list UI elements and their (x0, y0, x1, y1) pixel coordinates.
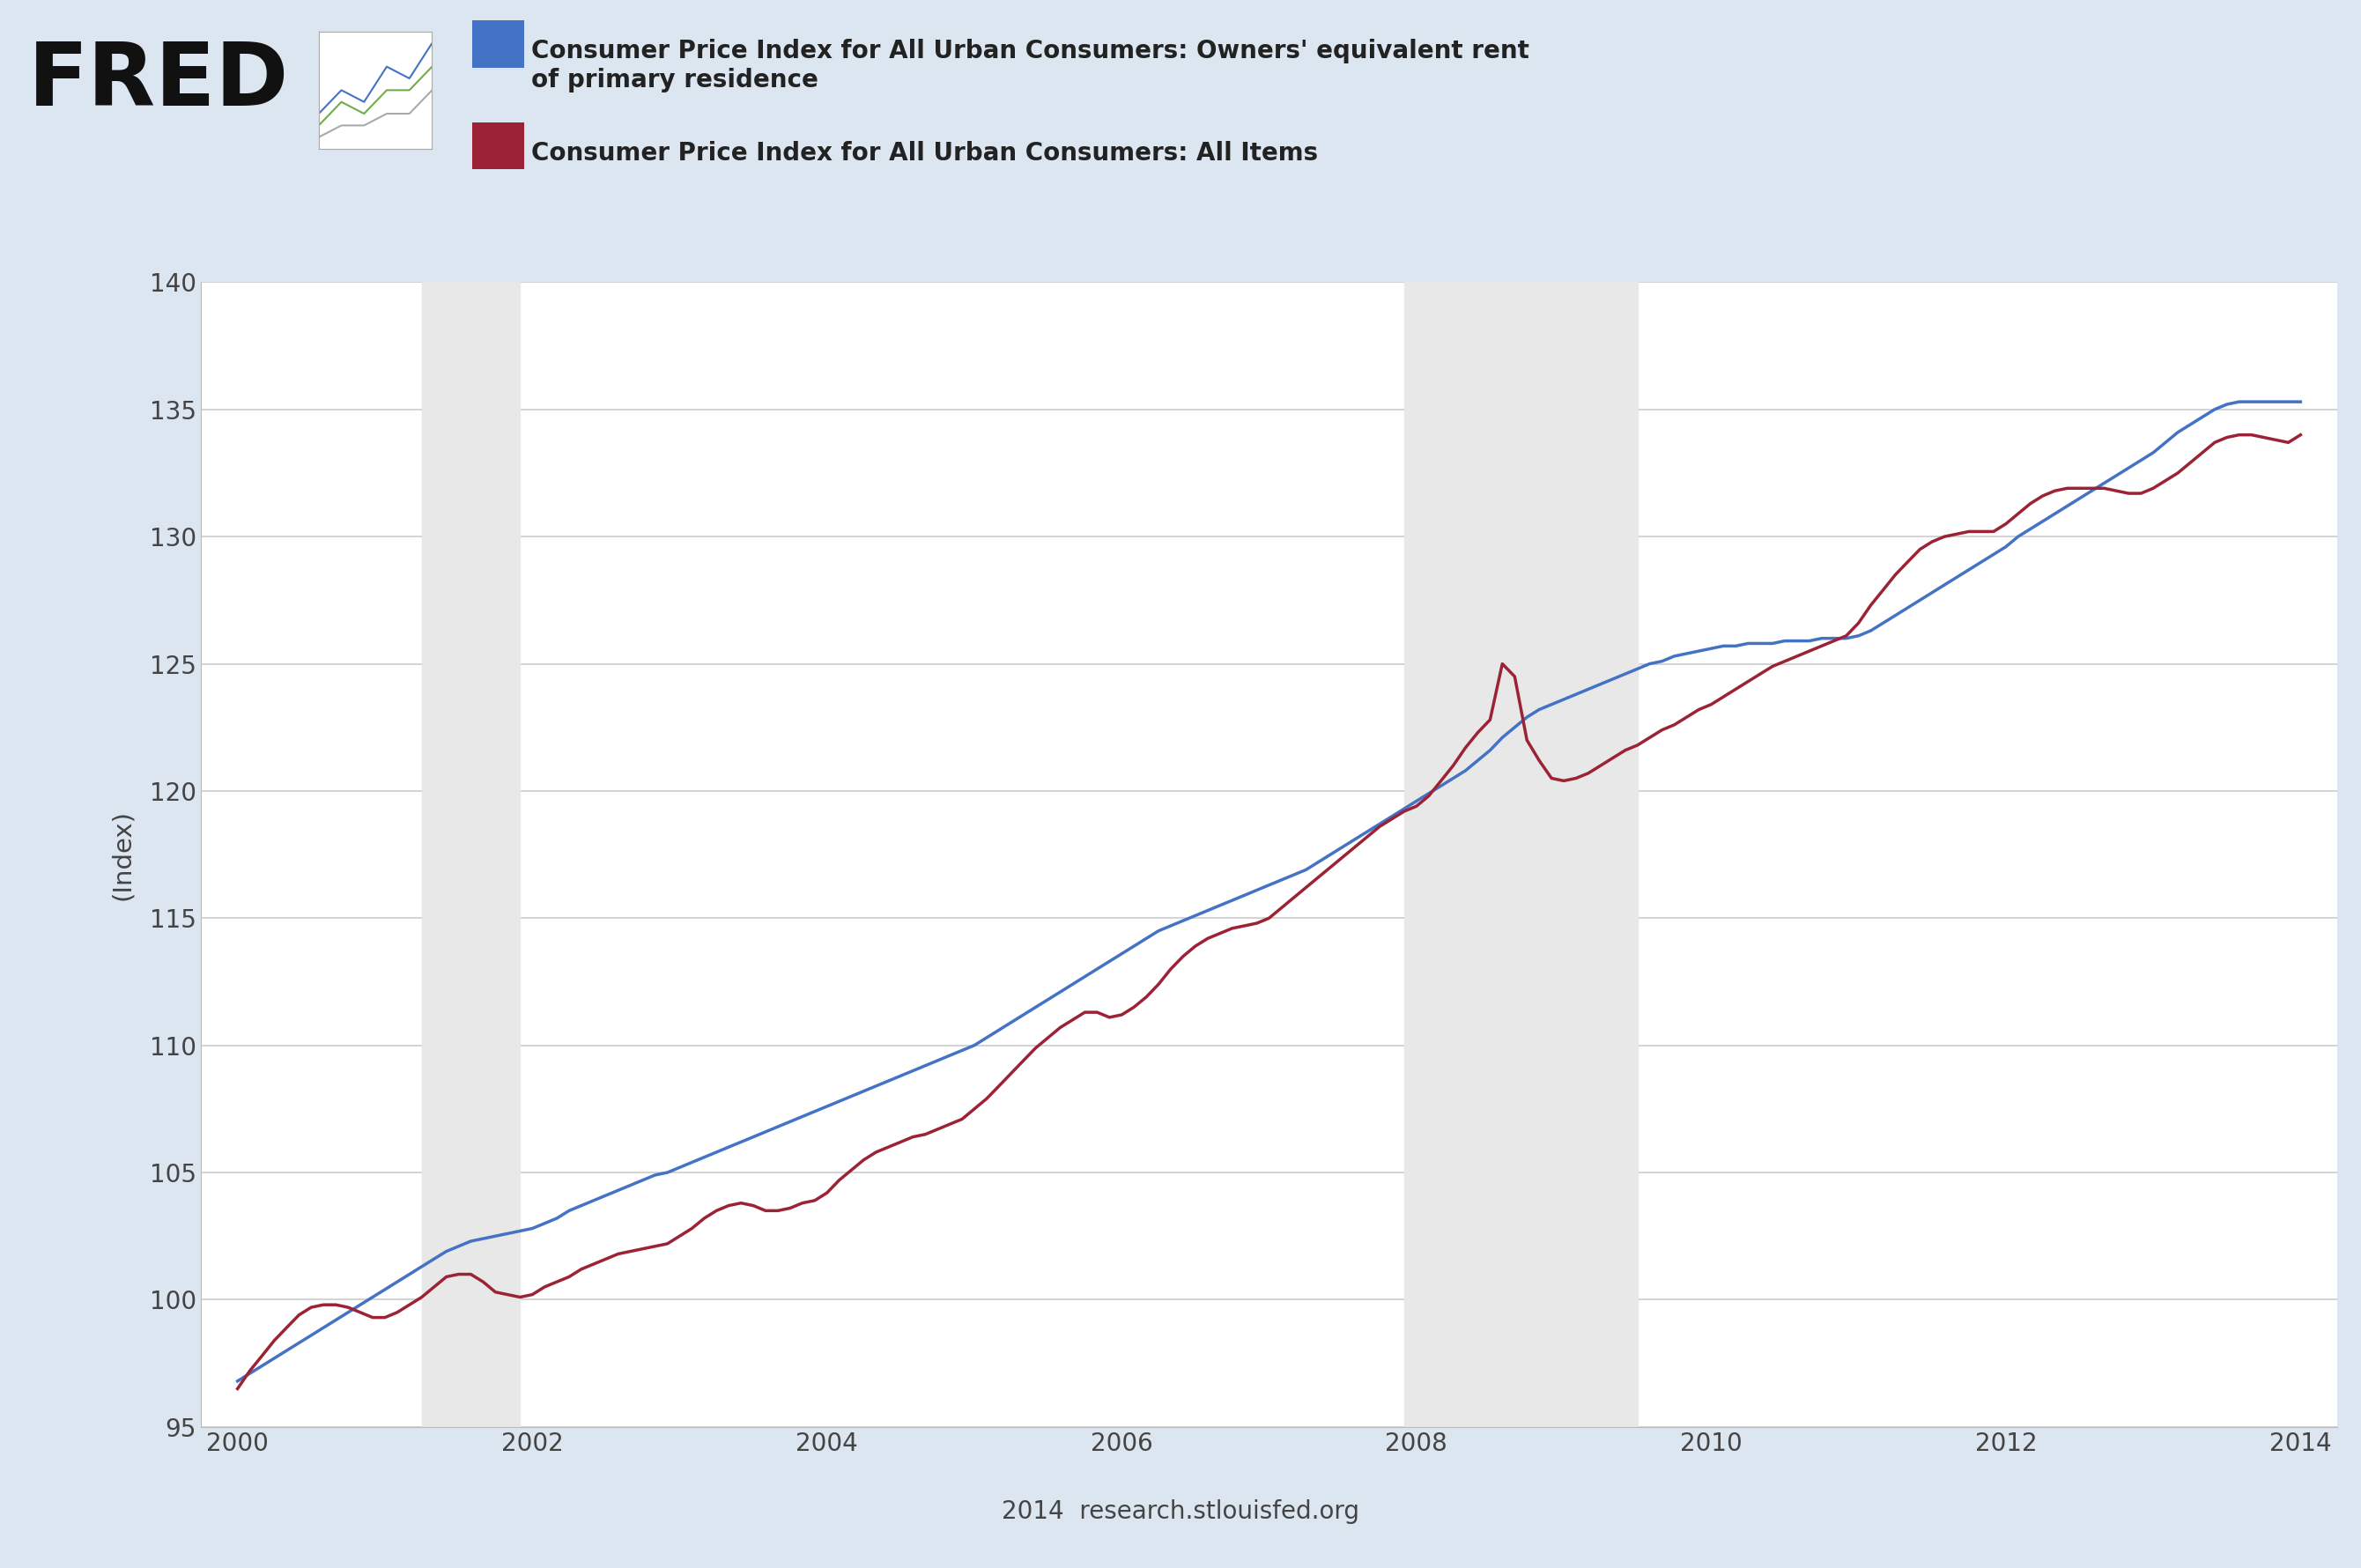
Text: 2014  research.stlouisfed.org: 2014 research.stlouisfed.org (1001, 1499, 1360, 1524)
Text: Consumer Price Index for All Urban Consumers: All Items: Consumer Price Index for All Urban Consu… (531, 141, 1317, 166)
Y-axis label: (Index): (Index) (111, 809, 135, 900)
Bar (1405, 282, 1639, 1427)
Bar (423, 282, 519, 1427)
Text: Consumer Price Index for All Urban Consumers: Owners' equivalent rent
of primary: Consumer Price Index for All Urban Consu… (531, 39, 1530, 93)
Text: FRED: FRED (28, 39, 290, 124)
